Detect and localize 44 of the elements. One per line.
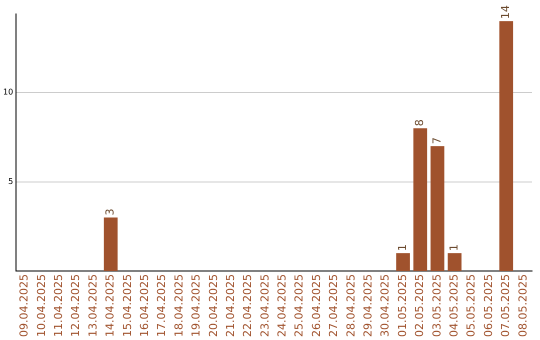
data-label: 1: [447, 244, 460, 252]
bar: [430, 146, 444, 272]
x-tick-label: 09.04.2025: [18, 274, 31, 338]
x-tick-label: 12.04.2025: [69, 274, 82, 338]
x-tick-label: 15.04.2025: [120, 274, 134, 338]
x-tick-label: 30.04.2025: [378, 274, 392, 338]
y-tick-label: 5: [8, 176, 14, 186]
x-tick-label: 07.05.2025: [499, 274, 512, 338]
bar: [396, 253, 410, 272]
bar: [104, 217, 118, 272]
data-label: 14: [499, 5, 512, 20]
x-tick-label: 23.04.2025: [258, 274, 272, 338]
bar: [413, 128, 428, 272]
x-tick-label: 14.04.2025: [104, 274, 117, 338]
data-label: 3: [104, 208, 117, 216]
y-tick-label: 10: [2, 88, 14, 97]
x-tick-label: 05.05.2025: [464, 274, 478, 338]
x-tick-label: 17.04.2025: [155, 274, 168, 338]
x-tick-label: 10.04.2025: [34, 274, 48, 338]
x-tick-label: 06.05.2025: [482, 274, 495, 338]
x-tick-label: 11.04.2025: [52, 274, 66, 338]
bar: [448, 253, 462, 272]
x-tick-label: 28.04.2025: [344, 274, 358, 338]
x-tick-label: 29.04.2025: [362, 274, 375, 338]
data-label: 1: [396, 244, 409, 252]
x-tick-label: 02.05.2025: [413, 274, 426, 338]
x-tick-label: 25.04.2025: [292, 274, 306, 338]
x-tick-label: 08.05.2025: [516, 274, 530, 338]
x-tick-label: 13.04.2025: [86, 274, 100, 338]
x-tick-label: 24.04.2025: [276, 274, 289, 338]
x-tick-label: 19.04.2025: [190, 274, 203, 338]
x-tick-label: 04.05.2025: [447, 274, 460, 338]
x-tick-label: 16.04.2025: [138, 274, 151, 338]
x-tick-label: 18.04.2025: [172, 274, 186, 338]
x-tick-label: 20.04.2025: [206, 274, 220, 338]
x-tick-label: 27.04.2025: [327, 274, 340, 338]
x-tick-label: 21.04.2025: [224, 274, 237, 338]
x-tick-label: 01.05.2025: [396, 274, 409, 338]
bar: [499, 21, 514, 272]
data-label: 7: [430, 137, 444, 144]
x-tick-label: 26.04.2025: [310, 274, 323, 338]
data-label: 8: [413, 119, 426, 126]
x-tick-label: 03.05.2025: [430, 274, 444, 338]
x-tick-label: 22.04.2025: [241, 274, 254, 338]
